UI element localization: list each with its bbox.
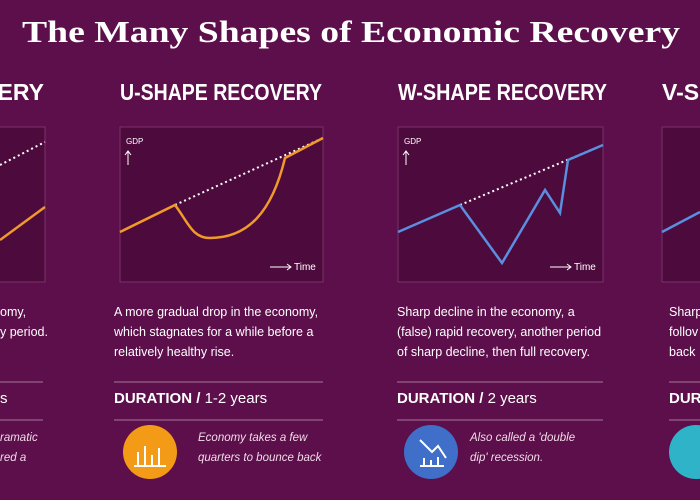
note: Economy takes a few [198,432,308,444]
card-left: VERY omy, y period. s ramatic red a [0,79,48,464]
chart-box [397,126,604,283]
card-u: U-SHAPE RECOVERY GDP Time A more gradual… [113,79,324,479]
card-w: W-SHAPE RECOVERY GDP Time Sharp decline … [397,79,607,479]
curve [0,205,46,242]
note: Also called a 'double [469,432,575,444]
heading: U-SHAPE RECOVERY [120,79,322,105]
description: relatively healthy rise. [114,345,234,359]
duration-label: DURA [669,390,700,407]
arrow [402,150,410,165]
time-label: Time [574,262,596,273]
heading: VERY [0,79,44,105]
icon-glyph [134,446,166,467]
duration: DURATION / 2 years [397,390,537,407]
icon-glyph [419,439,447,467]
description: Sharp decline in the economy, a [397,305,575,319]
description: (false) rapid recovery, another period [397,325,601,339]
chart-box [661,126,700,283]
curve [119,136,324,240]
card-right: V-S Sharp follov back DURA [661,79,700,479]
heading: W-SHAPE RECOVERY [398,79,607,105]
description: of sharp decline, then full recovery. [397,345,590,359]
description: Sharp [669,305,700,319]
curve [397,143,604,266]
description: A more gradual drop in the economy, [114,305,318,319]
trend [0,141,46,166]
heading: V-S [662,79,699,105]
duration-value: 1-2 years [205,390,268,407]
chart-box [0,126,46,283]
description: back [669,345,696,359]
curve [661,210,700,234]
arrow [550,263,572,271]
arrow [270,263,292,271]
chart-box [119,126,324,283]
trend [459,144,604,206]
description: follov [669,325,699,339]
note: ramatic [0,432,38,444]
note: red a [0,452,26,464]
duration-label: DURATION / [397,390,484,407]
note: dip' recession. [470,452,543,464]
duration-label: DURATION / [114,390,201,407]
description: omy, [0,305,26,319]
description: y period. [0,325,48,339]
duration: DURATION / 1-2 years [114,390,267,407]
icon [669,425,700,479]
icon [123,425,177,479]
trend [174,137,324,206]
description: which stagnates for a while before a [113,325,313,339]
duration: s [0,390,8,407]
duration-value: 2 years [488,390,537,407]
title: The Many Shapes of Economic Recovery [22,14,681,49]
arrow [124,150,132,165]
gdp-label: GDP [126,137,143,146]
gdp-label: GDP [404,137,421,146]
note: quarters to bounce back [198,452,323,464]
time-label: Time [294,262,316,273]
